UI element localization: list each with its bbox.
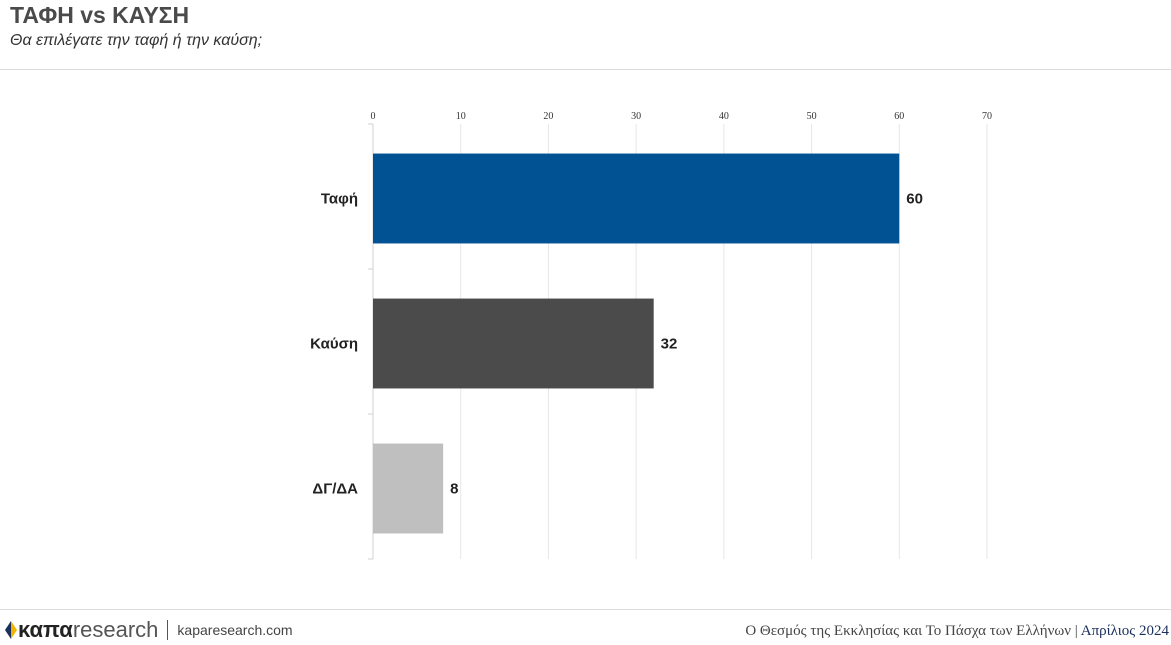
x-tick-label: 70 <box>982 111 992 122</box>
x-tick-label: 40 <box>719 111 729 122</box>
category-label: Καύση <box>310 336 358 353</box>
logo-word-light: research <box>72 617 159 642</box>
x-tick-label: 30 <box>631 111 641 122</box>
category-label: Ταφή <box>321 191 358 208</box>
bar-0 <box>373 153 900 244</box>
header-divider <box>0 69 1171 70</box>
chart-title: ΤΑΦΗ vs ΚΑΥΣΗ <box>10 2 190 28</box>
chart-subtitle: Θα επιλέγατε την ταφή ή την καύση; <box>10 32 263 49</box>
logo-word-bold: καπα <box>18 617 73 642</box>
x-tick-label: 10 <box>456 111 466 122</box>
footer-report-title: Ο Θεσμός της Εκκλησίας και Το Πάσχα των … <box>745 623 1072 639</box>
data-label: 60 <box>906 191 923 208</box>
x-tick-label: 50 <box>807 111 817 122</box>
footer-divider <box>0 609 1171 610</box>
x-tick-label: 20 <box>543 111 553 122</box>
x-tick-label: 60 <box>894 111 904 122</box>
bar-2 <box>373 443 444 534</box>
kapa-research-logo: καπαresearch <box>4 617 158 643</box>
footer-pipe: | <box>1074 623 1078 639</box>
footer-brand: καπαresearch kaparesearch.com <box>4 617 293 643</box>
footer-separator-line <box>167 620 169 640</box>
category-label: ΔΓ/ΔΑ <box>312 481 358 498</box>
logo-wordmark: καπαresearch <box>18 617 158 643</box>
footer-date: Απρίλιος 2024 <box>1080 623 1169 639</box>
data-label: 8 <box>450 481 458 498</box>
footer-website-link[interactable]: kaparesearch.com <box>177 622 293 638</box>
bar-1 <box>373 298 654 389</box>
x-tick-label: 0 <box>371 111 376 122</box>
footer-report-info: Ο Θεσμός της Εκκλησίας και Το Πάσχα των … <box>745 623 1169 640</box>
bar-chart: 0 10 20 30 40 50 60 70 Ταφή 60 Καύση 32 ΔΓ/ΔΑ 8 <box>310 111 992 560</box>
logo-mark-icon <box>5 621 17 639</box>
data-label: 32 <box>661 336 678 353</box>
